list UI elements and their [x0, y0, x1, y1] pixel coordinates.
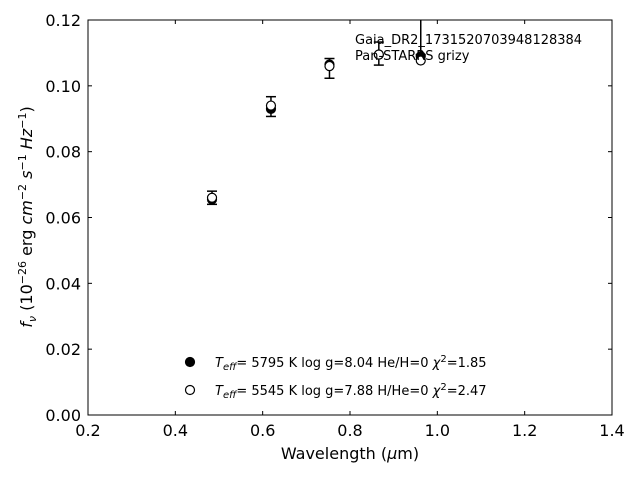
y-tick-label: 0.00 — [45, 406, 81, 425]
y-tick-label: 0.06 — [45, 209, 81, 228]
legend-marker-filled — [184, 356, 196, 368]
annotation-line-1: Gaia_DR2_1731520703948128384 — [355, 33, 582, 48]
model-point-open — [324, 60, 335, 72]
model-point-open — [415, 55, 426, 66]
data-marks — [206, 20, 426, 206]
legend-entry: Teff= 5545 K log g=7.88 H/He=0 χ2=2.47 — [215, 382, 487, 401]
x-tick-label: 1.2 — [512, 421, 537, 440]
legend: Teff= 5795 K log g=8.04 He/H=0 χ2=1.85 Te… — [184, 354, 487, 401]
annotation-line-2: Pan-STARRS grizy — [355, 49, 470, 64]
y-tick-label: 0.04 — [45, 274, 81, 293]
x-tick-label: 0.8 — [337, 421, 362, 440]
x-tick-label: 0.2 — [75, 421, 100, 440]
model-point-open — [373, 49, 384, 60]
x-tick-label: 1.4 — [599, 421, 624, 440]
y-tick-label: 0.02 — [45, 340, 81, 359]
x-ticks: 0.2 0.4 0.6 0.8 1.0 1.2 1.4 — [75, 20, 625, 440]
x-tick-label: 0.4 — [163, 421, 188, 440]
y-axis-label: fν (10−26 erg cm−2 s−1 Hz−1) — [16, 106, 39, 327]
legend-marker-open — [184, 384, 196, 396]
model-point-open — [265, 100, 277, 111]
x-axis-label: Wavelength (μm) — [281, 444, 419, 463]
legend-entry: Teff= 5795 K log g=8.04 He/H=0 χ2=1.85 — [215, 354, 487, 373]
model-point-open — [206, 192, 218, 203]
y-ticks: 0.00 0.02 0.04 0.06 0.08 0.10 0.12 — [45, 11, 612, 425]
y-tick-label: 0.12 — [45, 11, 81, 30]
y-tick-label: 0.10 — [45, 77, 81, 96]
y-tick-label: 0.08 — [45, 143, 81, 162]
x-tick-label: 1.0 — [425, 421, 450, 440]
x-tick-label: 0.6 — [250, 421, 275, 440]
